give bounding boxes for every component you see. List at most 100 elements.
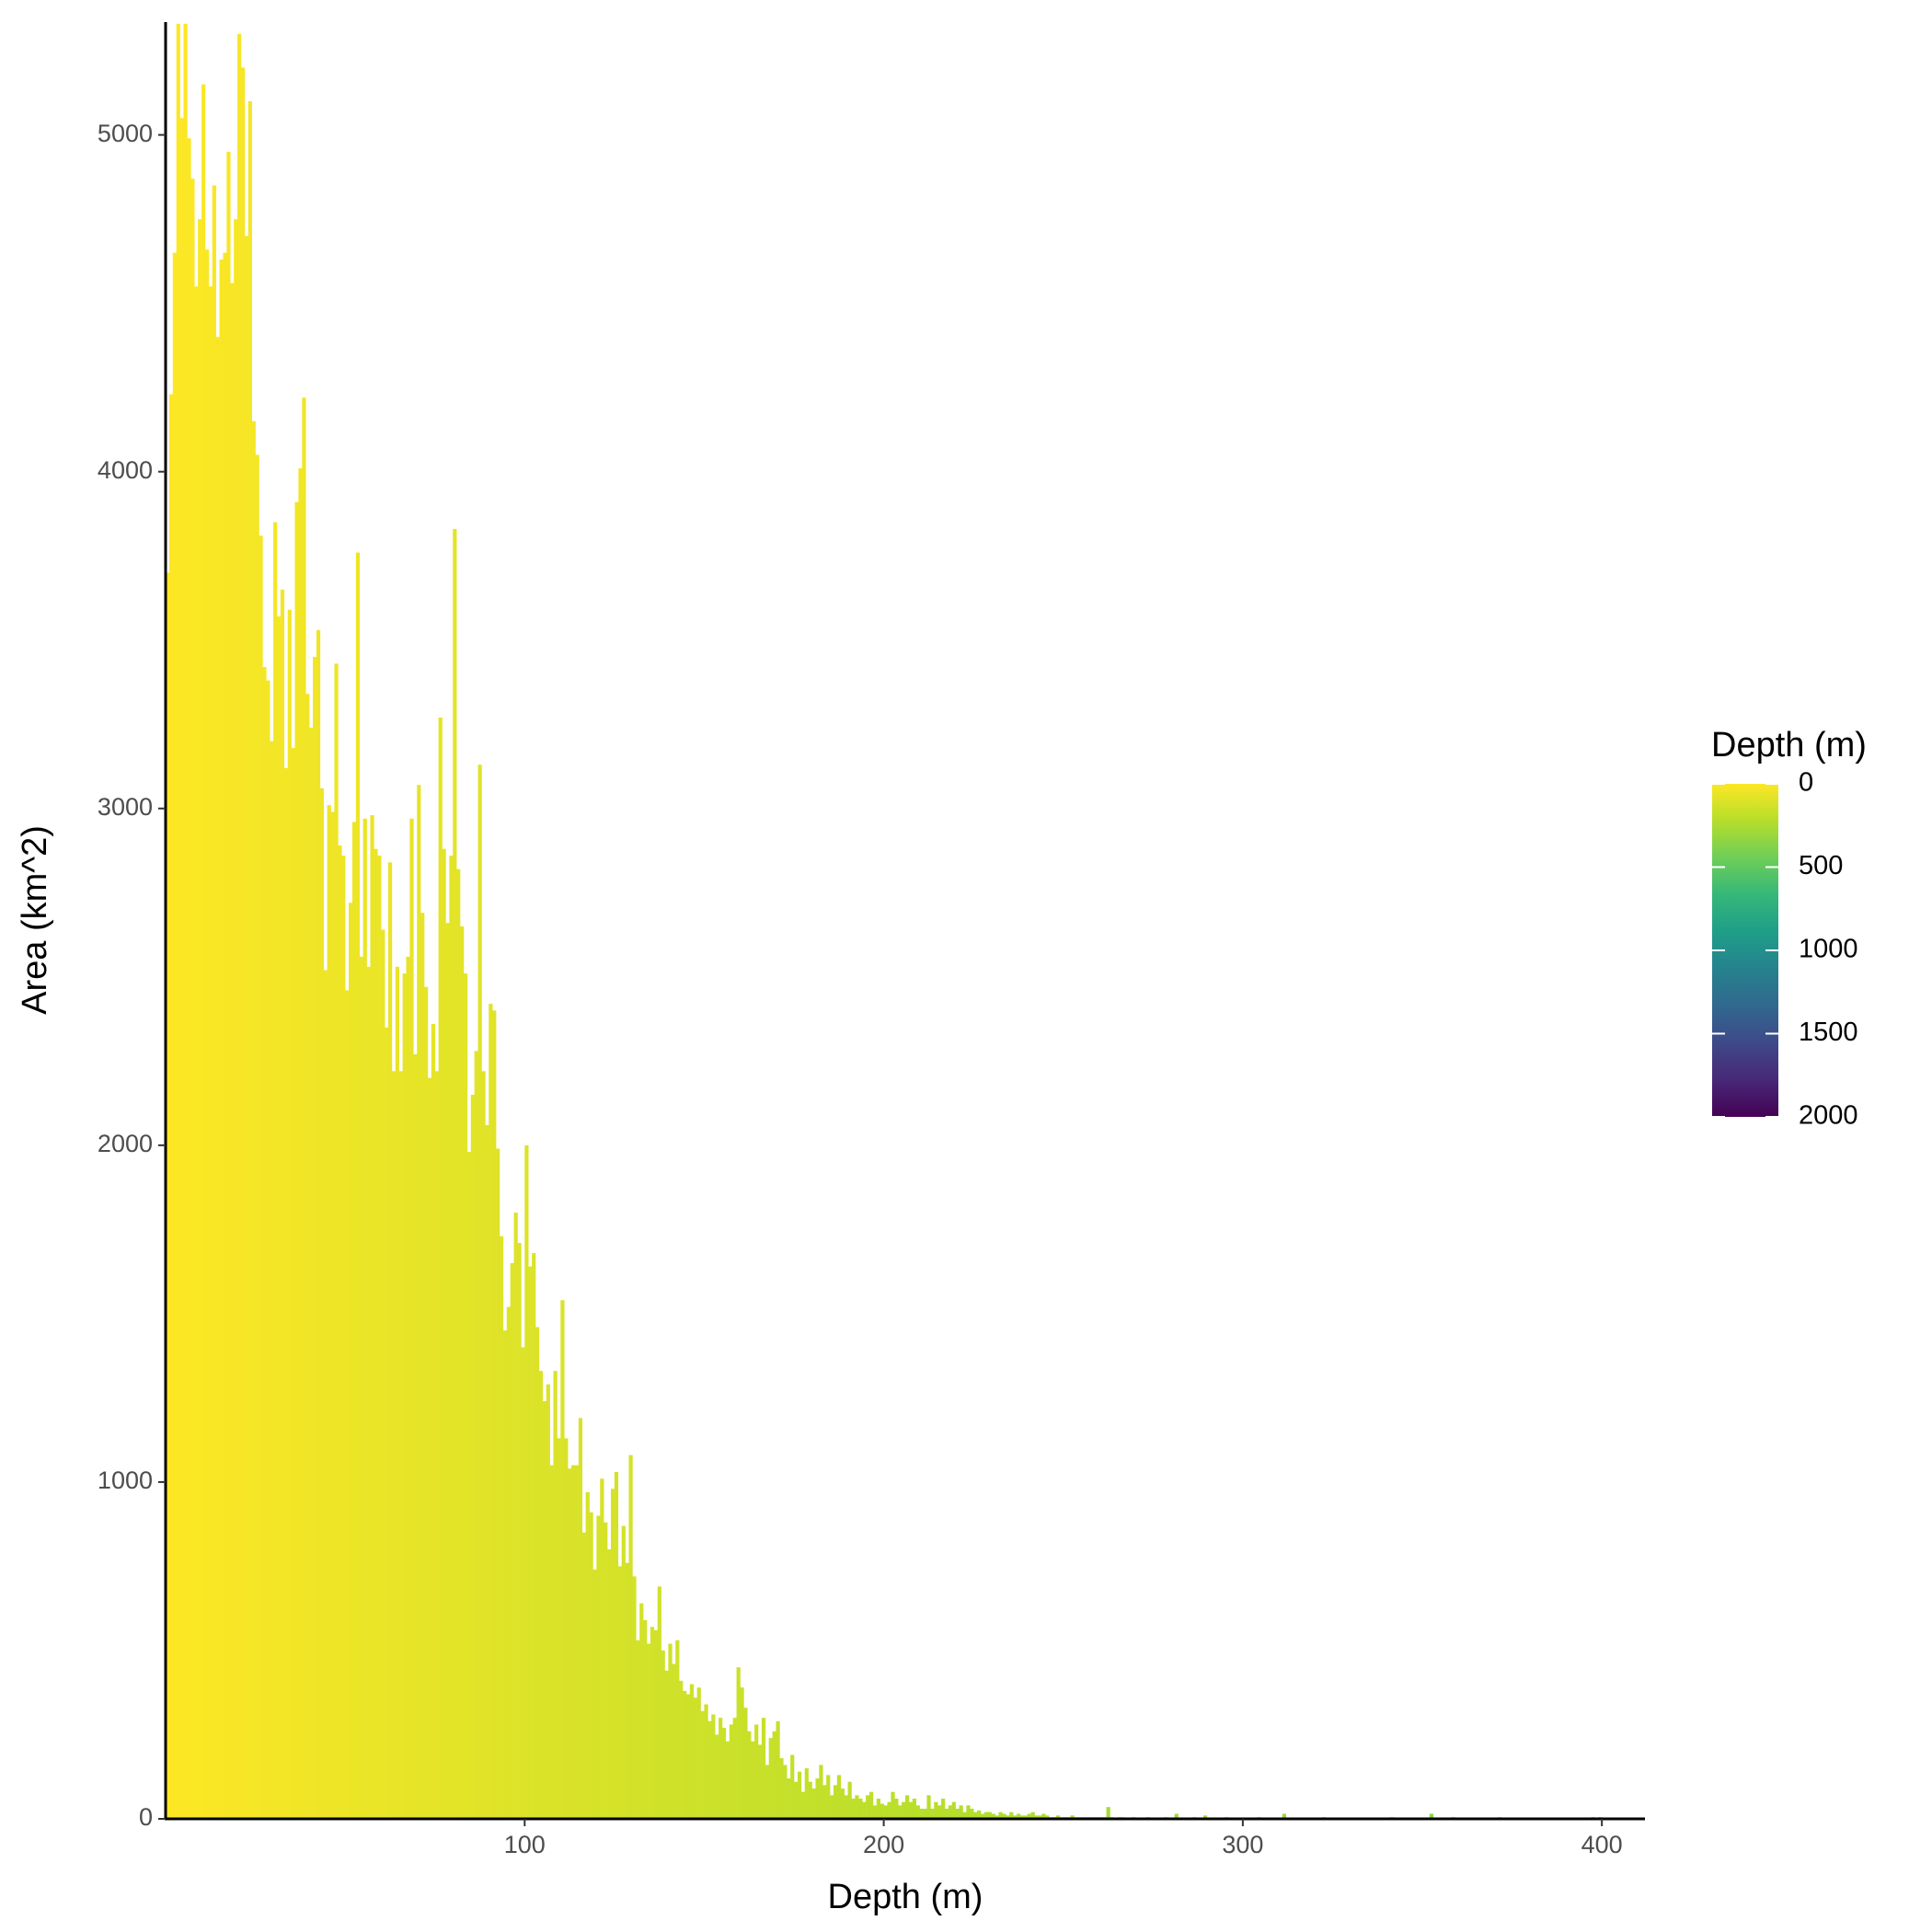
bar bbox=[632, 1576, 637, 1819]
bar bbox=[338, 845, 342, 1819]
bar bbox=[309, 727, 314, 1820]
bar bbox=[166, 572, 170, 1819]
bar bbox=[826, 1775, 831, 1819]
bar bbox=[725, 1741, 730, 1819]
bar bbox=[751, 1741, 755, 1819]
legend-title: Depth (m) bbox=[1711, 726, 1867, 765]
bar bbox=[538, 1371, 544, 1819]
bar bbox=[445, 923, 450, 1819]
bar bbox=[1038, 1815, 1042, 1819]
bar bbox=[349, 903, 353, 1819]
bar bbox=[424, 986, 429, 1819]
bar bbox=[431, 1024, 436, 1819]
bar bbox=[592, 1570, 597, 1819]
bar bbox=[653, 1629, 658, 1819]
bar bbox=[466, 1152, 472, 1819]
bar bbox=[287, 609, 292, 1819]
bar bbox=[453, 528, 457, 1820]
bar bbox=[377, 856, 382, 1819]
bar bbox=[313, 657, 317, 1819]
bar bbox=[417, 785, 421, 1820]
bar bbox=[930, 1809, 935, 1819]
bar bbox=[226, 151, 231, 1820]
bar bbox=[983, 1811, 989, 1819]
bar bbox=[208, 286, 213, 1819]
bar bbox=[474, 1051, 478, 1819]
bar bbox=[808, 1781, 812, 1819]
bar bbox=[779, 1758, 784, 1819]
bar bbox=[434, 1071, 439, 1819]
bar bbox=[679, 1680, 684, 1819]
bar bbox=[643, 1620, 648, 1819]
bar bbox=[729, 1724, 733, 1819]
bar bbox=[477, 765, 482, 1819]
bar bbox=[868, 1791, 874, 1819]
bar bbox=[1013, 1815, 1018, 1819]
bar bbox=[528, 1266, 533, 1819]
bar bbox=[959, 1805, 963, 1819]
bar bbox=[510, 1262, 514, 1819]
bar bbox=[1030, 1811, 1035, 1819]
bar bbox=[334, 663, 339, 1819]
bar bbox=[987, 1811, 992, 1819]
bar bbox=[851, 1799, 856, 1819]
bar bbox=[219, 259, 224, 1819]
bar bbox=[830, 1795, 834, 1819]
bar bbox=[305, 694, 310, 1819]
bar bbox=[381, 929, 385, 1819]
bar bbox=[776, 1720, 780, 1819]
bar bbox=[546, 1384, 550, 1819]
bar bbox=[557, 1438, 561, 1819]
bar bbox=[915, 1805, 920, 1819]
bar bbox=[923, 1809, 927, 1819]
bar bbox=[866, 1795, 870, 1819]
bar bbox=[700, 1710, 705, 1819]
bar bbox=[664, 1670, 669, 1819]
bar bbox=[460, 926, 465, 1819]
bar bbox=[689, 1684, 695, 1819]
bar bbox=[574, 1465, 580, 1819]
legend-tick-label: 2000 bbox=[1799, 1101, 1858, 1131]
bar bbox=[366, 966, 371, 1819]
bar bbox=[800, 1791, 806, 1819]
bar bbox=[564, 1438, 569, 1819]
bar bbox=[794, 1781, 799, 1819]
bar bbox=[862, 1801, 867, 1819]
bar bbox=[395, 966, 399, 1819]
bar bbox=[1009, 1811, 1014, 1819]
bar bbox=[251, 420, 256, 1819]
bar bbox=[190, 178, 195, 1819]
bar bbox=[898, 1805, 903, 1819]
bar bbox=[804, 1768, 809, 1819]
bar bbox=[463, 973, 468, 1819]
bar bbox=[1282, 1813, 1287, 1819]
bar bbox=[617, 1566, 622, 1819]
bar bbox=[787, 1778, 791, 1819]
bar bbox=[402, 973, 407, 1819]
bar bbox=[768, 1738, 773, 1819]
y-tick-label: 0 bbox=[139, 1803, 153, 1831]
bar bbox=[596, 1515, 601, 1819]
bar bbox=[937, 1805, 942, 1819]
bar bbox=[355, 552, 361, 1819]
bar bbox=[237, 33, 242, 1820]
bar bbox=[672, 1663, 676, 1819]
bar bbox=[628, 1455, 633, 1819]
bar bbox=[772, 1731, 776, 1819]
bar bbox=[948, 1805, 953, 1819]
bar bbox=[790, 1754, 795, 1819]
bar bbox=[1045, 1815, 1050, 1819]
bar bbox=[341, 856, 346, 1819]
bar bbox=[719, 1718, 723, 1819]
bar bbox=[625, 1562, 629, 1819]
bar bbox=[621, 1525, 626, 1819]
bar bbox=[319, 788, 325, 1819]
bar bbox=[485, 1124, 489, 1819]
bar bbox=[811, 1788, 816, 1819]
bar bbox=[571, 1465, 576, 1819]
bar bbox=[1202, 1815, 1208, 1819]
bar bbox=[398, 1071, 403, 1819]
bar bbox=[858, 1799, 863, 1819]
bar bbox=[650, 1627, 655, 1819]
bar bbox=[176, 23, 180, 1820]
